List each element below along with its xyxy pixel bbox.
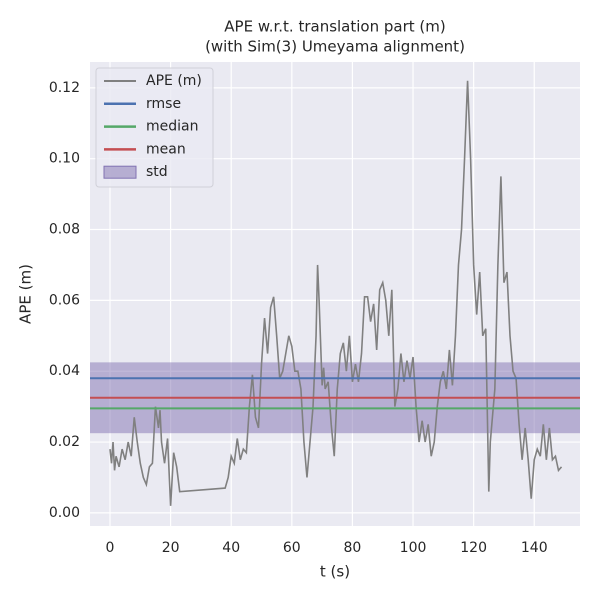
y-tick-label: 0.06 — [49, 292, 80, 308]
legend-label: median — [146, 119, 198, 135]
legend-label: APE (m) — [146, 73, 202, 89]
chart-subtitle: (with Sim(3) Umeyama alignment) — [205, 38, 465, 56]
y-tick-label: 0.12 — [49, 80, 80, 96]
x-tick-label: 100 — [400, 540, 427, 556]
legend-swatch — [103, 165, 137, 179]
x-tick-label: 120 — [460, 540, 487, 556]
legend-box — [95, 67, 214, 188]
x-tick-label: 140 — [521, 540, 548, 556]
y-tick-label: 0.04 — [49, 363, 80, 379]
x-tick-label: 80 — [344, 540, 362, 556]
x-tick-label: 60 — [283, 540, 301, 556]
x-tick-label: 40 — [222, 540, 240, 556]
legend-label: mean — [146, 141, 186, 157]
x-tick-label: 20 — [162, 540, 180, 556]
ape-line — [109, 80, 563, 506]
x-tick-label: 0 — [106, 540, 115, 556]
y-tick-label: 0.02 — [49, 434, 80, 450]
y-axis-label: APE (m) — [17, 264, 35, 324]
chart-title: APE w.r.t. translation part (m) — [224, 18, 445, 36]
legend-label: rmse — [146, 96, 181, 112]
y-tick-label: 0.08 — [49, 222, 80, 238]
y-tick-label: 0.10 — [49, 151, 80, 167]
x-axis-label: t (s) — [320, 563, 350, 581]
legend-label: std — [146, 164, 168, 180]
y-tick-label: 0.00 — [49, 505, 80, 521]
